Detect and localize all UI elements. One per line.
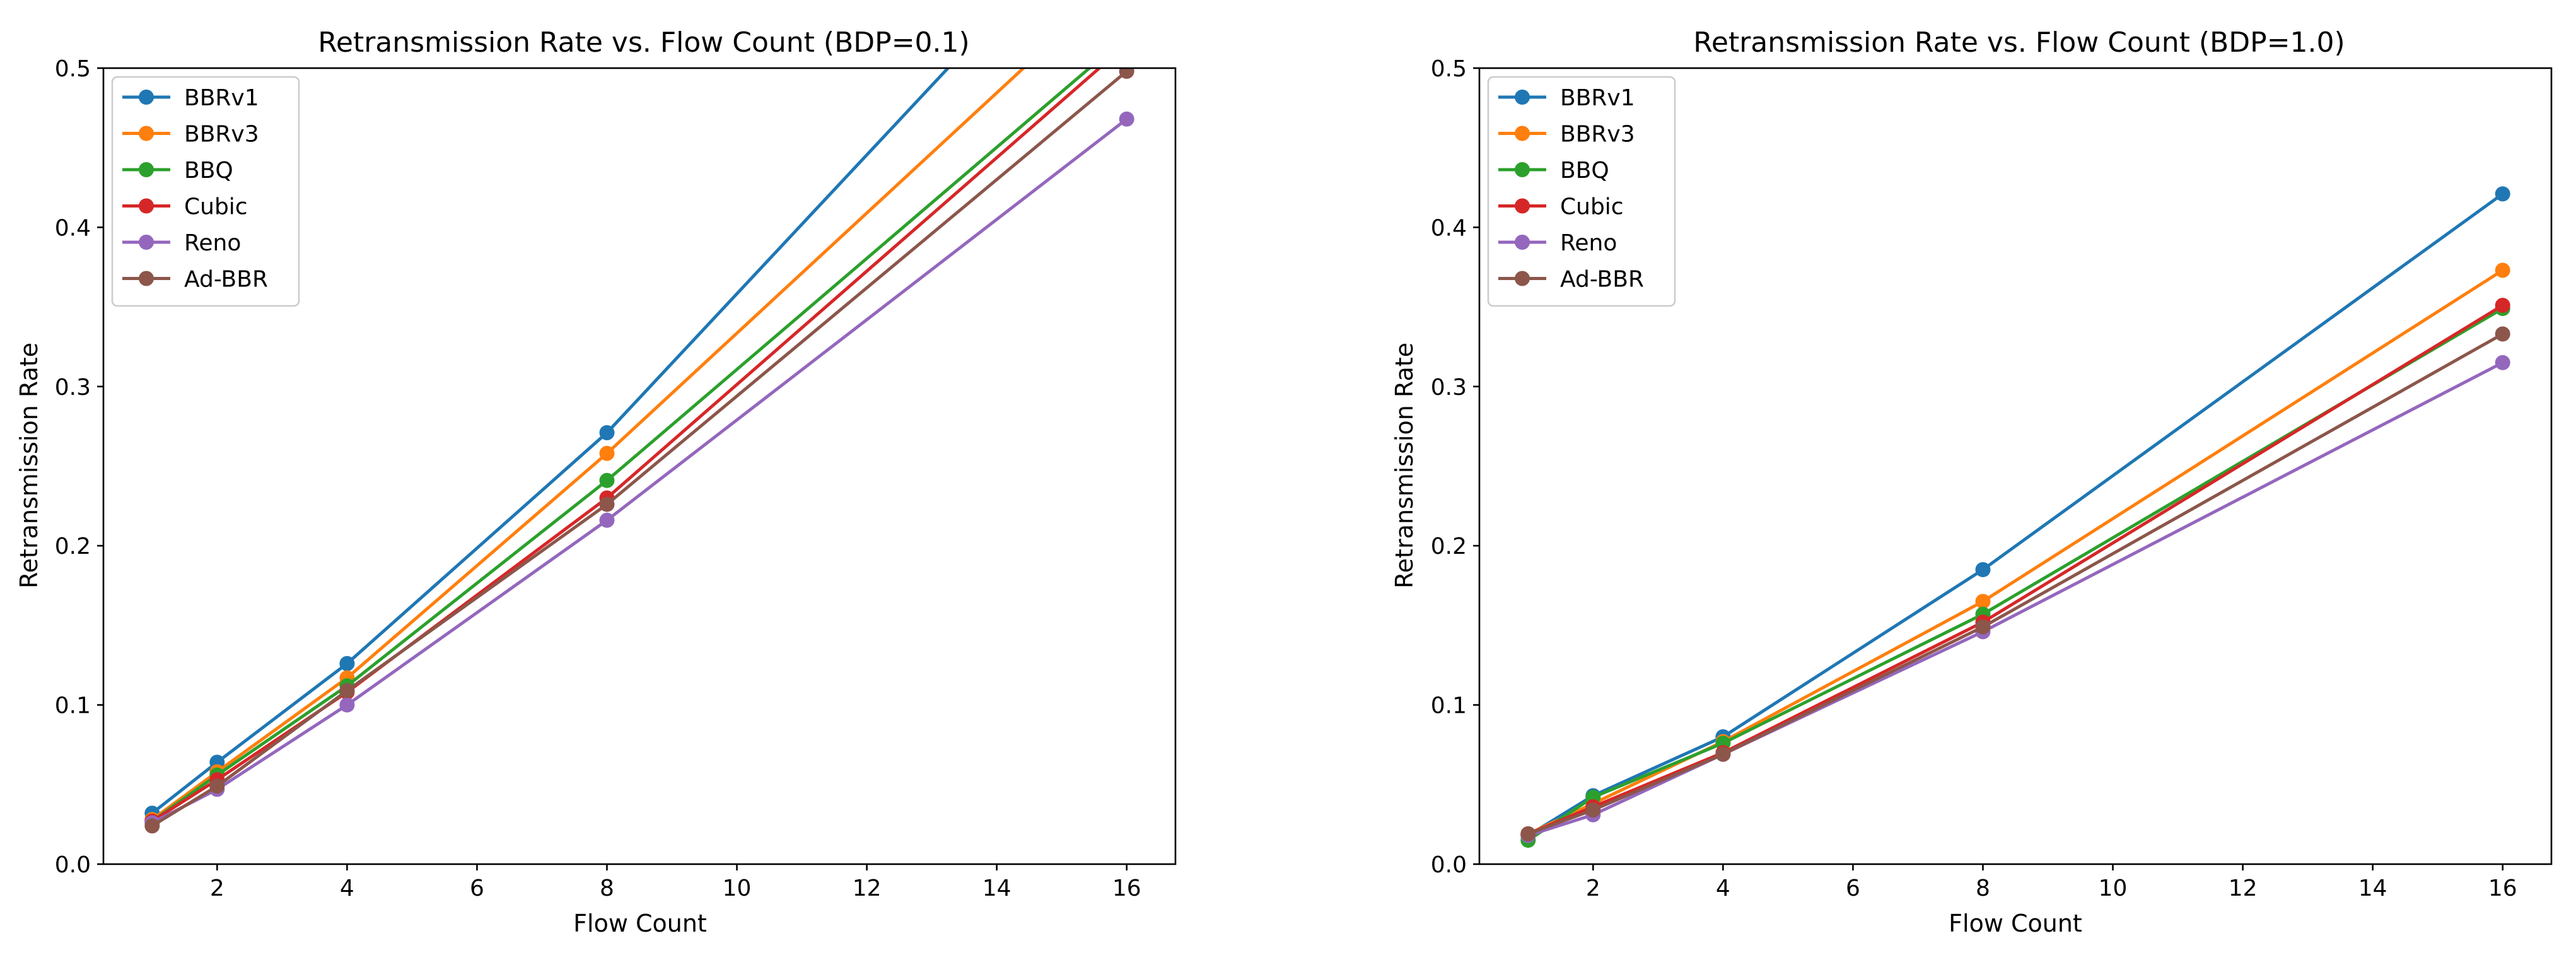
x-tick-label: 16 xyxy=(1112,875,1141,901)
chart-title: Retransmission Rate vs. Flow Count (BDP=… xyxy=(318,26,969,59)
x-tick-label: 14 xyxy=(2358,875,2387,901)
data-point-bbrv1-16 xyxy=(2495,186,2510,202)
x-tick-label: 6 xyxy=(470,875,484,901)
y-axis-label: Retransmission Rate xyxy=(1390,343,1418,588)
legend-label-bbrv1: BBRv1 xyxy=(1560,85,1635,111)
x-tick-label: 2 xyxy=(210,875,224,901)
data-point-ad-bbr-8 xyxy=(599,496,615,512)
x-tick-label: 12 xyxy=(853,875,882,901)
data-point-reno-8 xyxy=(599,512,615,528)
y-tick-label: 0.4 xyxy=(1431,215,1467,241)
legend-marker-bbq xyxy=(1515,162,1530,177)
legend-marker-bbrv1 xyxy=(1515,90,1530,105)
data-point-ad-bbr-8 xyxy=(1975,619,1991,635)
y-tick-label: 0.1 xyxy=(55,693,91,719)
data-point-reno-16 xyxy=(1119,111,1134,127)
data-point-ad-bbr-1 xyxy=(1520,826,1536,841)
x-tick-label: 16 xyxy=(2488,875,2517,901)
legend-marker-cubic xyxy=(1515,198,1530,214)
x-tick-label: 6 xyxy=(1846,875,1860,901)
legend-label-cubic: Cubic xyxy=(1560,194,1624,220)
data-point-ad-bbr-4 xyxy=(1715,746,1731,762)
x-tick-label: 14 xyxy=(982,875,1011,901)
legend-label-bbrv1: BBRv1 xyxy=(184,85,259,111)
data-point-cubic-16 xyxy=(2495,298,2510,313)
x-axis-label: Flow Count xyxy=(573,910,707,937)
axes-frame xyxy=(102,67,1177,865)
y-tick-label: 0.3 xyxy=(55,375,91,401)
data-point-reno-4 xyxy=(339,697,355,713)
data-point-ad-bbr-16 xyxy=(1119,68,1134,79)
legend-label-ad-bbr: Ad-BBR xyxy=(184,267,268,293)
legend-marker-bbrv3 xyxy=(1515,126,1530,141)
data-point-bbrv3-8 xyxy=(1975,594,1991,609)
legend-marker-ad-bbr xyxy=(139,271,154,286)
chart-title: Retransmission Rate vs. Flow Count (BDP=… xyxy=(1693,26,2345,59)
axes-frame xyxy=(1478,67,2553,865)
legend-label-cubic: Cubic xyxy=(184,194,248,220)
data-point-ad-bbr-1 xyxy=(144,818,160,834)
data-point-bbrv3-16 xyxy=(2495,262,2510,278)
y-tick-label: 0.3 xyxy=(1431,375,1467,401)
data-point-bbrv3-8 xyxy=(599,445,615,461)
legend-label-reno: Reno xyxy=(1560,230,1617,256)
legend-label-reno: Reno xyxy=(184,230,241,256)
data-point-ad-bbr-4 xyxy=(339,682,355,698)
x-tick-label: 4 xyxy=(1716,875,1730,901)
data-point-bbrv1-8 xyxy=(1975,562,1991,578)
legend-label-ad-bbr: Ad-BBR xyxy=(1560,267,1644,293)
legend-marker-reno xyxy=(139,235,154,250)
legend: BBRv1 BBRv3 BBQ Cubic Reno Ad-BBR xyxy=(111,76,300,307)
x-tick-label: 12 xyxy=(2229,875,2258,901)
y-tick-label: 0.4 xyxy=(55,215,91,241)
legend-label-bbq: BBQ xyxy=(184,158,233,184)
y-tick-label: 0.0 xyxy=(55,852,91,878)
y-tick-label: 0.2 xyxy=(1431,534,1467,559)
data-point-reno-16 xyxy=(2495,354,2510,370)
chart-bdp-0-1: Retransmission Rate vs. Flow Count (BDP=… xyxy=(15,26,1177,937)
chart-bdp-1-0: Retransmission Rate vs. Flow Count (BDP=… xyxy=(1390,26,2553,937)
y-tick-label: 0.1 xyxy=(1431,693,1467,719)
data-point-ad-bbr-16 xyxy=(2495,326,2510,342)
legend-marker-cubic xyxy=(139,198,154,214)
data-point-ad-bbr-2 xyxy=(209,778,225,794)
legend-label-bbrv3: BBRv3 xyxy=(1560,122,1635,148)
data-point-bbrv1-8 xyxy=(599,425,615,440)
legend-marker-bbrv1 xyxy=(139,90,154,105)
plot-area xyxy=(1520,186,2510,848)
legend: BBRv1 BBRv3 BBQ Cubic Reno Ad-BBR xyxy=(1487,76,1676,307)
legend-marker-ad-bbr xyxy=(1515,271,1530,286)
y-axis-label: Retransmission Rate xyxy=(15,343,43,588)
legend-marker-bbq xyxy=(139,162,154,177)
x-tick-label: 4 xyxy=(340,875,354,901)
x-tick-label: 10 xyxy=(2099,875,2128,901)
legend-label-bbq: BBQ xyxy=(1560,158,1609,184)
x-tick-label: 2 xyxy=(1586,875,1600,901)
legend-marker-reno xyxy=(1515,235,1530,250)
data-point-bbrv1-4 xyxy=(339,656,355,671)
x-tick-label: 8 xyxy=(600,875,614,901)
y-tick-label: 0.0 xyxy=(1431,852,1467,878)
y-tick-label: 0.5 xyxy=(55,56,91,82)
x-axis-label: Flow Count xyxy=(1949,910,2082,937)
x-tick-label: 10 xyxy=(723,875,752,901)
legend-marker-bbrv3 xyxy=(139,126,154,141)
y-tick-label: 0.5 xyxy=(1431,56,1467,82)
data-point-ad-bbr-2 xyxy=(1585,802,1601,818)
x-tick-label: 8 xyxy=(1976,875,1990,901)
legend-label-bbrv3: BBRv3 xyxy=(184,122,259,148)
data-point-bbq-8 xyxy=(599,472,615,488)
y-tick-label: 0.2 xyxy=(55,534,91,559)
plot-area xyxy=(144,68,1134,834)
